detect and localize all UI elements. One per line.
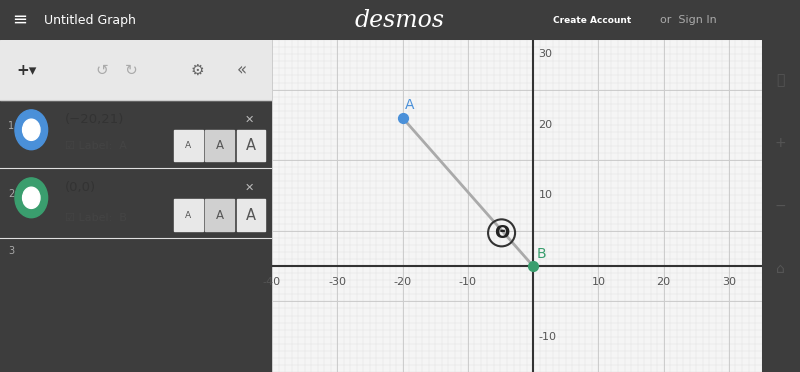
Text: «: « [237,61,246,79]
Text: ☑ Label:  A: ☑ Label: A [66,141,127,151]
Bar [237,199,266,231]
Text: ✕: ✕ [245,183,254,193]
Text: A: A [185,141,191,150]
Text: -40: -40 [263,277,281,287]
Text: A: A [405,98,414,112]
Point [526,263,539,269]
Text: A: A [185,211,191,220]
Circle shape [15,178,48,218]
Text: ↺: ↺ [95,62,108,77]
Circle shape [15,110,48,150]
Text: 1: 1 [8,121,14,131]
Text: Untitled Graph: Untitled Graph [44,14,136,26]
Text: Create Account: Create Account [553,16,631,25]
Text: A: A [246,208,256,223]
Bar [206,130,234,161]
Text: B: B [536,247,546,261]
Circle shape [22,187,40,208]
Text: -20: -20 [394,277,412,287]
Text: A: A [246,138,256,153]
Point [396,115,409,121]
Text: ✕: ✕ [245,115,254,125]
Text: (0,0): (0,0) [66,181,97,194]
Text: +: + [775,136,786,150]
Text: or  Sign In: or Sign In [660,15,717,25]
Text: ⚙: ⚙ [190,62,204,77]
Text: 30: 30 [722,277,736,287]
Text: ☑ Label:  B: ☑ Label: B [66,213,127,223]
Text: ≡: ≡ [12,11,27,29]
Text: -10: -10 [459,277,477,287]
Text: +▾: +▾ [16,62,37,77]
Bar [0,40,272,100]
Text: -30: -30 [328,277,346,287]
Text: ⌂: ⌂ [777,262,785,276]
Text: A: A [215,209,223,222]
Bar [206,199,234,231]
Text: 20: 20 [657,277,670,287]
Bar [174,199,202,231]
Text: A: A [215,139,223,152]
Text: 🔧: 🔧 [777,73,785,87]
Text: ↻: ↻ [125,62,138,77]
Text: 3: 3 [8,246,14,256]
Bar [174,130,202,161]
Bar [237,130,266,161]
Text: 10: 10 [538,190,552,201]
Text: −: − [775,199,786,213]
Text: -10: -10 [538,332,556,342]
Text: desmos: desmos [355,9,445,32]
Circle shape [22,119,40,140]
Text: 20: 20 [538,120,553,130]
Text: (−20,21): (−20,21) [66,113,125,126]
Text: 2: 2 [8,189,14,199]
Text: Θ: Θ [494,224,510,242]
Text: 10: 10 [591,277,606,287]
Text: 30: 30 [538,49,552,59]
